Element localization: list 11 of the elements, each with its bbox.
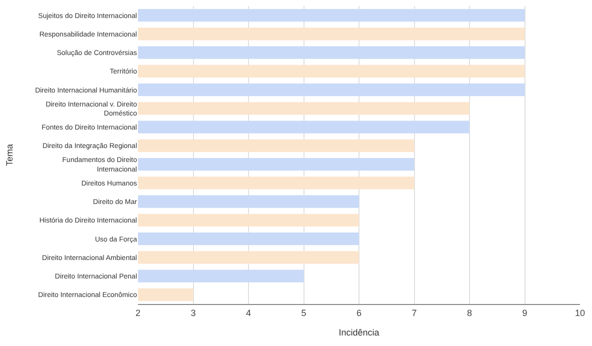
x-tick-label: 3 (190, 308, 196, 318)
x-axis-title: Incidência (338, 328, 380, 338)
x-tick-label: 8 (466, 308, 472, 318)
x-tick-label: 5 (301, 308, 306, 318)
x-tick-label: 7 (412, 308, 417, 318)
x-tick-label: 10 (574, 308, 586, 318)
y-axis-title: Tema (4, 144, 14, 166)
x-tick-label: 4 (246, 308, 252, 318)
x-tick-label: 6 (356, 308, 362, 318)
x-tick-label: 9 (522, 308, 528, 318)
x-tick-label: 2 (135, 308, 141, 318)
